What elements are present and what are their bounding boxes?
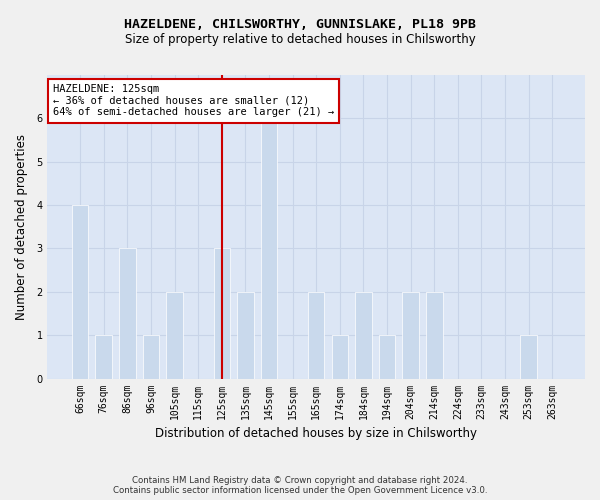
- Bar: [214, 248, 230, 378]
- Bar: [119, 248, 136, 378]
- Y-axis label: Number of detached properties: Number of detached properties: [15, 134, 28, 320]
- Text: HAZELDENE: 125sqm
← 36% of detached houses are smaller (12)
64% of semi-detached: HAZELDENE: 125sqm ← 36% of detached hous…: [53, 84, 334, 117]
- Bar: [520, 335, 537, 378]
- Bar: [261, 118, 277, 378]
- Bar: [72, 205, 88, 378]
- X-axis label: Distribution of detached houses by size in Chilsworthy: Distribution of detached houses by size …: [155, 427, 477, 440]
- Text: Size of property relative to detached houses in Chilsworthy: Size of property relative to detached ho…: [125, 32, 475, 46]
- Bar: [403, 292, 419, 378]
- Bar: [166, 292, 183, 378]
- Text: HAZELDENE, CHILSWORTHY, GUNNISLAKE, PL18 9PB: HAZELDENE, CHILSWORTHY, GUNNISLAKE, PL18…: [124, 18, 476, 30]
- Bar: [237, 292, 254, 378]
- Bar: [143, 335, 159, 378]
- Bar: [95, 335, 112, 378]
- Bar: [332, 335, 348, 378]
- Bar: [308, 292, 325, 378]
- Text: Contains HM Land Registry data © Crown copyright and database right 2024.
Contai: Contains HM Land Registry data © Crown c…: [113, 476, 487, 495]
- Bar: [379, 335, 395, 378]
- Bar: [426, 292, 443, 378]
- Bar: [355, 292, 372, 378]
